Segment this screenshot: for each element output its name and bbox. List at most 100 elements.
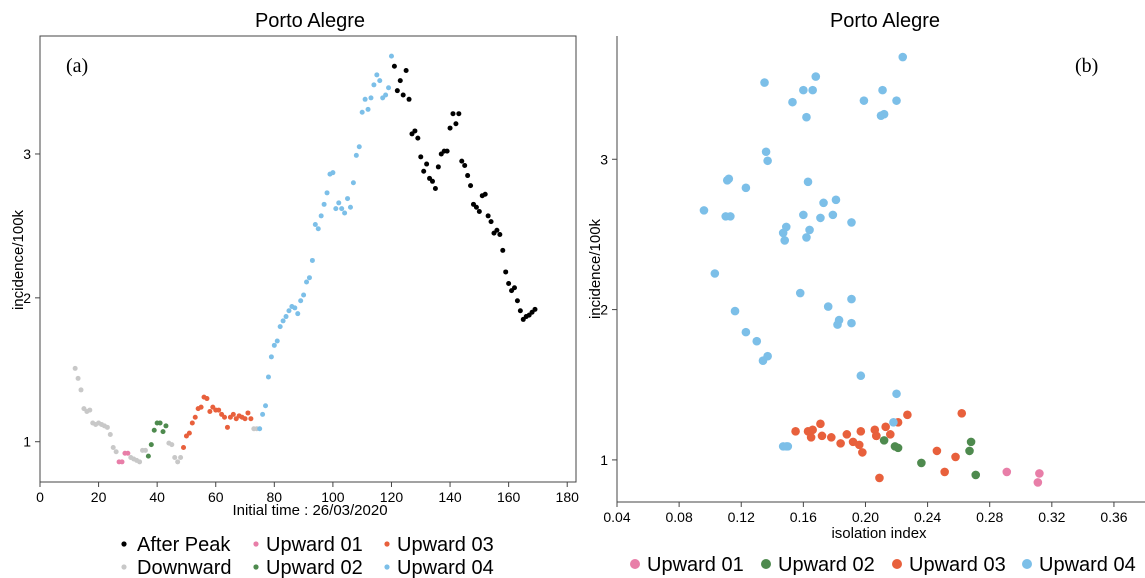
panel-b-x-label: isolation index [831,525,927,542]
point-upward-04 [312,221,318,227]
point-downward [78,387,84,393]
point-upward-04 [388,53,394,59]
point-upward-04 [763,351,772,361]
point-upward-04 [277,324,283,330]
panel-a-y-axis: 1 2 3 [23,146,40,450]
panel-b-y-axis: 1 2 3 [600,151,617,468]
point-upward-03 [181,444,187,450]
point-upward-04 [383,92,389,98]
point-after-peak [462,162,468,168]
x-tick-label: 140 [438,489,462,505]
point-downward [169,442,175,448]
point-upward-04 [730,306,740,316]
legend-label-upward-03: Upward 03 [397,534,494,556]
point-upward-04 [292,305,298,311]
point-upward-03 [842,430,852,439]
x-tick-label: 160 [497,489,521,505]
y-tick-label: 2 [23,290,31,306]
point-upward-04 [847,294,856,304]
point-upward-04 [321,201,327,207]
point-upward-03 [932,446,942,456]
point-after-peak [497,232,503,238]
point-upward-04 [828,210,838,220]
point-upward-04 [371,82,377,88]
y-tick-label: 3 [600,151,608,167]
point-upward-04 [799,210,808,220]
point-upward-03 [940,467,949,477]
panel-b-legend: Upward 01 Upward 02 Upward 03 Upward 04 [630,554,1136,576]
x-tick-label: 0.36 [1100,509,1127,525]
x-tick-label: 40 [149,489,165,505]
point-upward-03 [230,411,236,417]
point-upward-03 [836,439,845,448]
point-upward-03 [207,409,213,415]
point-upward-04 [336,200,342,206]
point-upward-03 [875,473,884,483]
point-upward-04 [330,170,336,176]
point-upward-03 [242,416,248,422]
point-upward-03 [245,410,251,416]
point-upward-01 [1033,478,1043,487]
point-upward-04 [802,112,811,122]
x-tick-label: 100 [321,489,345,505]
point-after-peak [485,213,491,219]
point-upward-03 [881,422,890,432]
point-upward-03 [816,419,825,429]
point-upward-04 [295,311,301,317]
x-tick-label: 60 [208,489,224,505]
x-tick-label: 0 [36,489,44,505]
x-tick-label: 0.32 [1038,509,1065,525]
point-upward-04 [799,85,808,95]
point-upward-03 [903,410,912,420]
legend-swatch-downward [121,564,127,570]
legend-label-upward-04: Upward 04 [1039,554,1136,576]
panel-a-points [72,53,538,465]
point-downward [110,444,116,450]
x-tick-label: 0.28 [976,509,1003,525]
point-upward-03 [806,433,816,442]
panel-a-x-label: Initial time : 26/03/2020 [232,502,387,519]
legend-label-upward-01: Upward 01 [647,554,744,576]
point-upward-04 [816,213,825,223]
point-upward-02 [163,423,169,429]
x-tick-label: 0.08 [665,509,692,525]
point-downward [75,375,81,381]
point-upward-04 [260,411,266,417]
x-tick-label: 20 [91,489,107,505]
point-upward-02 [160,429,166,435]
point-after-peak [421,168,427,174]
x-tick-label: 120 [380,489,404,505]
point-upward-04 [780,236,790,245]
panel-b-label: (b) [1075,55,1098,77]
point-after-peak [453,121,459,127]
point-after-peak [415,135,421,141]
point-upward-04 [847,218,856,227]
point-after-peak [476,209,482,215]
point-upward-04 [318,213,324,219]
point-downward [142,447,148,453]
point-after-peak [429,178,435,184]
point-upward-01 [119,459,125,465]
point-upward-04 [374,72,380,78]
legend-swatch-upward-03 [892,559,902,569]
point-upward-04 [856,371,866,381]
point-upward-04 [298,298,304,304]
point-upward-03 [224,424,230,430]
point-downward [172,455,178,461]
point-upward-04 [347,204,353,210]
legend-swatch-upward-01 [630,559,640,569]
panel-a-plot-frame [39,35,577,483]
point-after-peak [447,125,453,131]
point-upward-03 [222,414,228,420]
point-upward-04 [304,279,310,285]
point-upward-04 [802,233,811,242]
point-upward-03 [186,430,192,436]
point-upward-03 [216,407,222,413]
point-after-peak [456,111,462,117]
point-after-peak [503,269,509,275]
legend-swatch-upward-03 [384,541,390,547]
point-after-peak [532,306,538,312]
panel-a-legend: After Peak Downward Upward 01 Upward 02 … [121,534,494,578]
legend-swatch-upward-04 [1022,559,1032,569]
point-downward [178,455,184,461]
